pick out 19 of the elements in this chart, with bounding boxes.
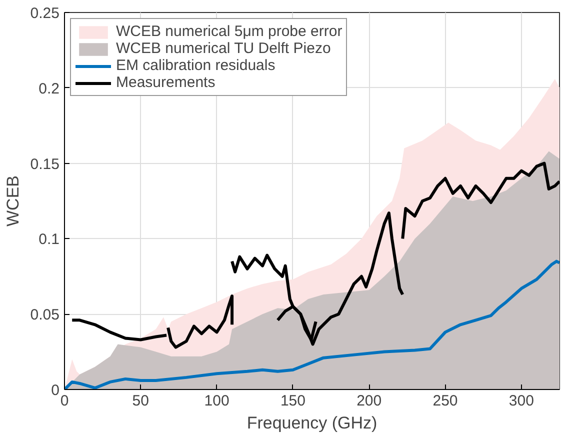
x-tick-label: 50 [132, 392, 149, 410]
y-tick-label: 0.05 [30, 306, 60, 324]
legend-label: EM calibration residuals [116, 57, 276, 74]
x-tick-label: 200 [356, 392, 382, 410]
y-tick-label: 0.1 [38, 231, 60, 248]
y-tick-label: 0.25 [30, 5, 60, 22]
line-series [401, 162, 560, 240]
x-tick-label: 150 [280, 392, 306, 410]
x-tick-label: 250 [432, 392, 458, 410]
y-tick-label: 0 [51, 382, 60, 399]
legend-label: WCEB numerical 5μm probe error [116, 23, 342, 40]
y-tick-label: 0.2 [38, 80, 60, 98]
x-tick-label: 100 [204, 392, 230, 410]
x-axis-title: Frequency (GHz) [246, 414, 378, 432]
y-axis-title: WCEB [3, 176, 22, 226]
legend-label: Measurements [116, 74, 216, 91]
legend-label: WCEB numerical TU Delft Piezo [116, 40, 331, 57]
x-tick-label: 300 [508, 392, 534, 410]
y-tick-label: 0.15 [30, 156, 60, 173]
